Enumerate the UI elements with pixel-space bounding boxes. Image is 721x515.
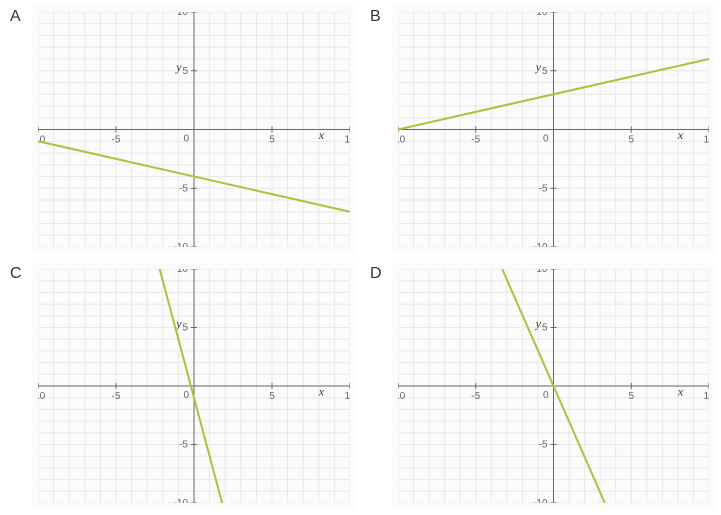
svg-text:-5: -5 bbox=[112, 135, 121, 146]
svg-text:5: 5 bbox=[182, 323, 188, 334]
svg-text:0: 0 bbox=[183, 134, 189, 145]
svg-text:10: 10 bbox=[703, 391, 709, 402]
svg-text:x: x bbox=[677, 128, 684, 142]
svg-text:0: 0 bbox=[543, 134, 549, 145]
svg-text:-5: -5 bbox=[179, 183, 188, 194]
svg-text:-5: -5 bbox=[539, 183, 548, 194]
panel-c: C -10-10-5-55510100xy bbox=[6, 263, 356, 509]
svg-text:5: 5 bbox=[182, 66, 188, 77]
panel-d: D -10 -10 -5 -5 5 5 10 10 0 x y bbox=[366, 263, 715, 509]
svg-text:-10: -10 bbox=[174, 242, 189, 247]
svg-text:-10: -10 bbox=[533, 242, 548, 247]
svg-text:-5: -5 bbox=[471, 391, 480, 402]
svg-text:-10: -10 bbox=[38, 391, 46, 402]
svg-text:-5: -5 bbox=[539, 440, 548, 451]
svg-text:10: 10 bbox=[536, 12, 548, 18]
svg-text:5: 5 bbox=[628, 391, 634, 402]
panel-letter-d: D bbox=[366, 263, 392, 509]
svg-text:10: 10 bbox=[703, 135, 709, 146]
svg-text:5: 5 bbox=[628, 135, 634, 146]
svg-text:-10: -10 bbox=[174, 498, 189, 503]
svg-text:5: 5 bbox=[269, 391, 275, 402]
graph-c: -10-10-5-55510100xy bbox=[32, 263, 356, 509]
panel-a: A -10 -10 -5 -5 5 5 10 10 0 x y bbox=[6, 6, 356, 253]
panel-b: B -10 -10 -5 -5 5 5 10 10 0 x y bbox=[366, 6, 715, 253]
graph-b: -10 -10 -5 -5 5 5 10 10 0 x y bbox=[392, 6, 715, 253]
panel-letter-b: B bbox=[366, 6, 392, 253]
graph-a: -10 -10 -5 -5 5 5 10 10 0 x y bbox=[32, 6, 356, 253]
svg-text:y: y bbox=[535, 60, 542, 74]
svg-text:0: 0 bbox=[543, 390, 549, 401]
svg-text:-5: -5 bbox=[179, 440, 188, 451]
svg-text:-5: -5 bbox=[471, 135, 480, 146]
svg-text:y: y bbox=[175, 60, 182, 74]
svg-text:x: x bbox=[318, 384, 325, 398]
svg-text:0: 0 bbox=[183, 390, 189, 401]
svg-text:10: 10 bbox=[536, 269, 548, 275]
svg-text:5: 5 bbox=[269, 135, 275, 146]
svg-text:5: 5 bbox=[542, 323, 548, 334]
chart-grid: A -10 -10 -5 -5 5 5 10 10 0 x y B -10 -10 -5 -5 5 5 10 10… bbox=[0, 0, 721, 515]
svg-text:10: 10 bbox=[177, 269, 189, 275]
svg-text:10: 10 bbox=[177, 12, 189, 18]
panel-letter-c: C bbox=[6, 263, 32, 509]
svg-text:x: x bbox=[318, 128, 325, 142]
svg-text:-10: -10 bbox=[38, 135, 46, 146]
svg-text:-10: -10 bbox=[533, 498, 548, 503]
svg-text:y: y bbox=[535, 317, 542, 331]
panel-letter-a: A bbox=[6, 6, 32, 253]
svg-text:10: 10 bbox=[344, 391, 350, 402]
svg-text:10: 10 bbox=[344, 135, 350, 146]
svg-text:x: x bbox=[677, 384, 684, 398]
svg-text:-5: -5 bbox=[112, 391, 121, 402]
svg-text:-10: -10 bbox=[398, 135, 406, 146]
graph-d: -10 -10 -5 -5 5 5 10 10 0 x y bbox=[392, 263, 715, 509]
svg-text:-10: -10 bbox=[398, 391, 406, 402]
svg-text:5: 5 bbox=[542, 66, 548, 77]
